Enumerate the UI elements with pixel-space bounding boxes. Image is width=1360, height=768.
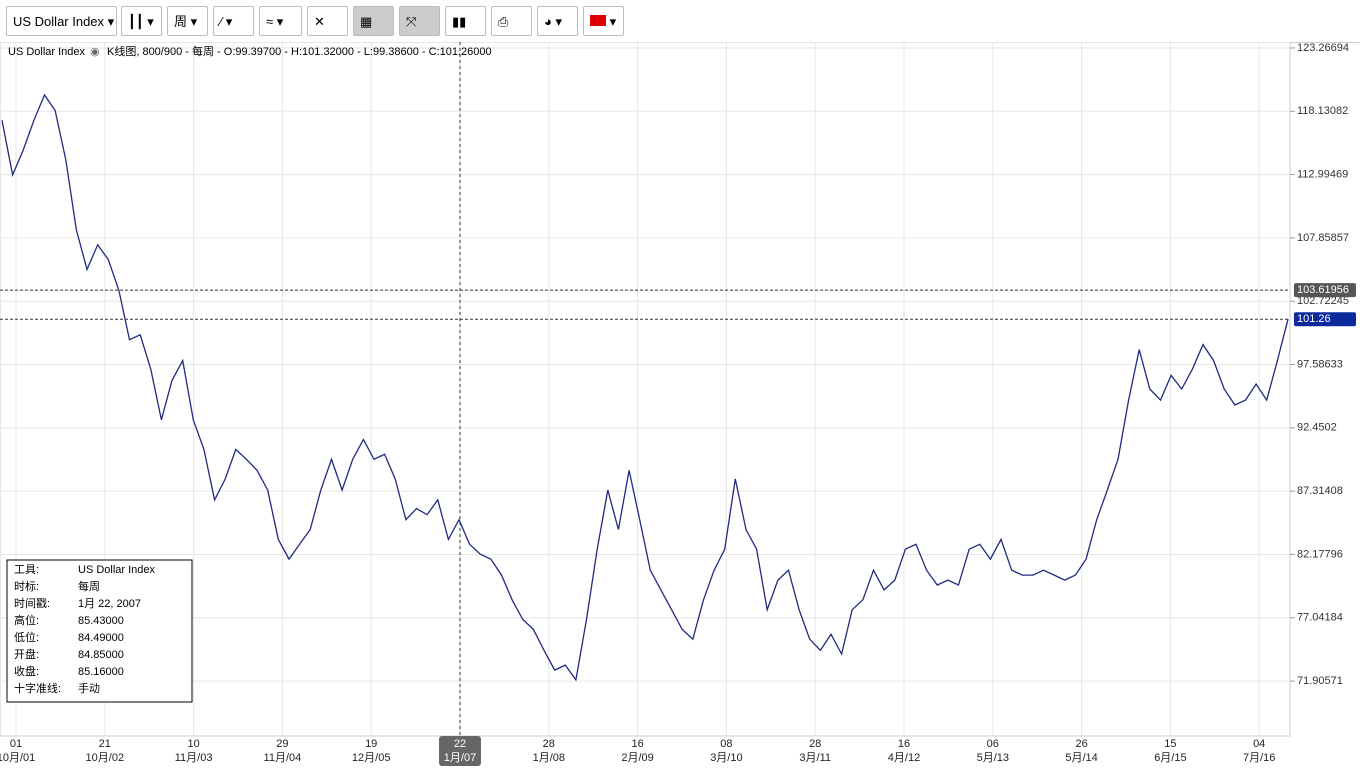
y-tick-label: 107.85857 <box>1297 232 1349 244</box>
info-value: 1月 22, 2007 <box>78 598 141 610</box>
y-tick-label: 82.17796 <box>1297 548 1343 560</box>
info-key: 收盘: <box>14 664 39 678</box>
info-key: 时间戳: <box>14 597 50 610</box>
x-tick-month: 11月/03 <box>175 752 213 764</box>
y-tick-label: 92.4502 <box>1297 422 1337 434</box>
x-tick-month: 1月/08 <box>533 752 565 764</box>
chart-type[interactable]: ┃┃ ▾ <box>121 6 162 36</box>
language[interactable]: ▾ <box>583 6 624 36</box>
y-tick-label: 71.90571 <box>1297 675 1343 687</box>
info-value: 每周 <box>78 579 100 593</box>
chart-subtitle: K线图, 800/900 - 每周 - O:99.39700 - H:101.3… <box>107 44 492 58</box>
x-tick-month: 11月/04 <box>264 752 302 764</box>
price-marker-label: 103.61956 <box>1297 284 1349 296</box>
x-tick-day: 06 <box>987 738 999 750</box>
info-value: 84.49000 <box>78 632 124 644</box>
fullscreen[interactable]: ⤧ <box>399 6 440 36</box>
price-marker-label: 101.26 <box>1297 313 1331 325</box>
chart: 71.90571 77.04184 82.17796 87.31408 92.4502 9… <box>0 42 1356 766</box>
x-tick-month: 4月/12 <box>888 752 920 764</box>
x-tick-day: 16 <box>631 738 643 750</box>
draw-tool[interactable]: ⁄ ▾ <box>213 6 254 36</box>
crosshair[interactable]: ▦ <box>353 6 394 36</box>
y-tick-label: 87.31408 <box>1297 485 1343 497</box>
plot-area <box>0 42 1291 737</box>
x-tick-month: 2月/09 <box>621 752 653 764</box>
x-tick-day: 01 <box>10 738 22 750</box>
print[interactable]: ⎙ <box>491 6 532 36</box>
price-line <box>1 93 1289 682</box>
chart-title: US Dollar Index <box>8 46 86 58</box>
info-key: 时标: <box>14 579 39 593</box>
x-tick-day: 28 <box>809 738 821 750</box>
info-key: 工具: <box>14 563 39 576</box>
volume[interactable]: ▮▮ <box>445 6 486 36</box>
y-tick-label: 118.13082 <box>1297 105 1348 117</box>
price-marker-bg <box>1294 312 1356 327</box>
info-key: 低位: <box>14 630 39 644</box>
indicator[interactable]: ≈ ▾ <box>259 6 302 36</box>
x-tick-day: 16 <box>898 738 910 750</box>
x-tick-day: 26 <box>1075 738 1087 750</box>
y-tick-label: 102.72245 <box>1297 295 1349 307</box>
period: 周 <box>174 14 188 29</box>
info-value: 手动 <box>78 681 100 695</box>
info-value: 85.43000 <box>78 615 124 627</box>
info-value: 84.85000 <box>78 649 124 661</box>
y-tick-label: 112.99469 <box>1297 168 1348 180</box>
info-value: 85.16000 <box>78 666 124 678</box>
y-tick-label: 97.58633 <box>1297 358 1343 370</box>
y-tick-label: 77.04184 <box>1297 612 1343 624</box>
x-tick-day: 21 <box>99 738 111 750</box>
x-tick-month: 3月/10 <box>710 752 742 764</box>
instrument: US Dollar Index <box>13 14 105 29</box>
x-tick-month: 12月/05 <box>352 752 391 764</box>
x-tick-month: 10月/02 <box>86 752 125 764</box>
eye-icon: ◉ <box>90 46 100 58</box>
info-key: 高位: <box>14 613 39 627</box>
x-tick-day: 22 <box>454 738 466 750</box>
info-key: 十字准线: <box>14 681 61 695</box>
crosshair-x-label-bg <box>439 736 481 766</box>
info-key: 开盘: <box>14 647 39 661</box>
x-tick-day: 15 <box>1164 738 1176 750</box>
toolbar: US Dollar Index ▾ ┃┃ ▾ 周 ▾ ⁄ ▾ ≈ ▾ ✕ ▦ ⤧… <box>0 0 1360 43</box>
y-tick-label: 123.26694 <box>1297 42 1349 54</box>
period-select[interactable]: 周 ▾ <box>167 6 208 36</box>
info-value: US Dollar Index <box>78 564 156 576</box>
x-tick-month: 3月/11 <box>799 752 831 764</box>
x-tick-month: 5月/14 <box>1065 752 1097 764</box>
x-tick-day: 08 <box>720 738 732 750</box>
x-tick-day: 10 <box>187 738 199 750</box>
clear-all[interactable]: ✕ <box>307 6 348 36</box>
x-tick-day: 19 <box>365 738 377 750</box>
x-tick-month: 10月/01 <box>0 752 35 764</box>
x-tick-day: 04 <box>1253 738 1265 750</box>
price-marker-bg <box>1294 283 1356 298</box>
x-tick-day: 28 <box>543 738 555 750</box>
info-box <box>6 559 193 703</box>
x-tick-month: 7月/16 <box>1243 752 1275 764</box>
instrument-select[interactable]: US Dollar Index ▾ <box>6 6 117 36</box>
theme[interactable]: ◕ ▾ <box>537 6 578 36</box>
x-tick-month: 5月/13 <box>977 752 1009 764</box>
x-tick-day: 29 <box>276 738 288 750</box>
x-tick-month: 1月/07 <box>444 752 476 764</box>
x-tick-month: 6月/15 <box>1154 752 1186 764</box>
